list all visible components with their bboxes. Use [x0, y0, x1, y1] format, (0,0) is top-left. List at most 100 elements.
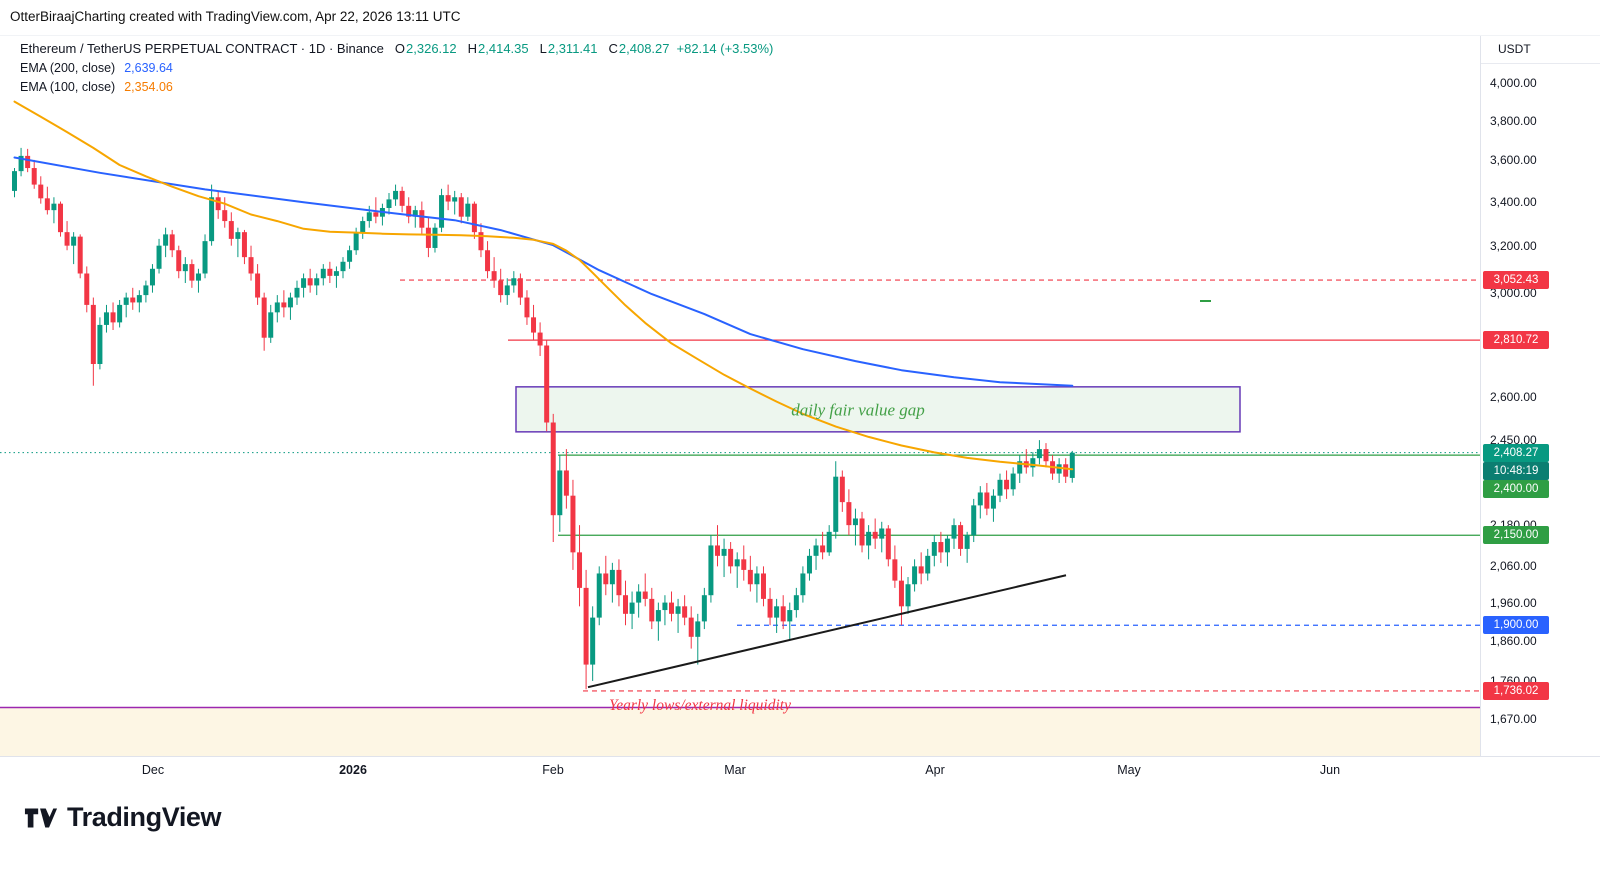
candle-body: [25, 155, 31, 169]
candle-body: [570, 495, 576, 553]
candle-body: [31, 168, 37, 185]
candle-body: [143, 285, 149, 296]
candle-body: [971, 505, 977, 536]
trendline[interactable]: [587, 574, 1067, 689]
ema200-legend-row[interactable]: EMA (200, close) 2,639.64: [20, 61, 173, 75]
candle-body: [1017, 461, 1023, 474]
candle-body: [623, 595, 629, 614]
candle-body: [997, 479, 1003, 496]
fvg-box[interactable]: [515, 386, 1241, 433]
tradingview-logo[interactable]: TradingView: [24, 802, 222, 833]
candle-body: [741, 559, 747, 570]
candle-body: [747, 569, 753, 585]
candle-body: [406, 205, 412, 217]
high-label: H: [467, 41, 478, 56]
candle-body: [984, 492, 990, 509]
candle-body: [550, 422, 556, 516]
candle-body: [419, 210, 425, 228]
ohlc-close: C 2,408.27: [609, 41, 670, 56]
time-axis[interactable]: Dec 2026 Feb Mar Apr May Jun: [0, 756, 1600, 783]
candle-body: [774, 606, 780, 618]
candle-body: [1030, 458, 1036, 468]
candle-body: [399, 190, 405, 206]
price-axis[interactable]: USDT 4,000.00 3,800.00 3,600.00 3,400.00 3,2…: [1480, 35, 1600, 756]
candle-body: [820, 545, 826, 553]
candle-body: [202, 241, 208, 274]
candle-body: [590, 617, 596, 665]
symbol-title[interactable]: Ethereum / TetherUS PERPETUAL CONTRACT ·…: [20, 41, 384, 56]
candle-body: [872, 531, 878, 539]
candle-body: [478, 232, 484, 251]
currency-toggle[interactable]: USDT: [1481, 35, 1600, 64]
candle-body: [517, 278, 523, 298]
price-tick: 3,200.00: [1490, 238, 1537, 253]
candle-body: [307, 278, 313, 286]
candle-body: [248, 257, 254, 274]
open-value: 2,326.12: [406, 41, 457, 56]
symbol-legend-row: Ethereum / TetherUS PERPETUAL CONTRACT ·…: [20, 41, 773, 56]
price-badge: 2,400.00: [1483, 480, 1549, 498]
price-badge: 3,052.43: [1483, 271, 1549, 289]
price-badge: 1,736.02: [1483, 682, 1549, 700]
candle-body: [163, 234, 169, 246]
candle-body: [169, 234, 175, 251]
candle-body: [616, 569, 622, 596]
candle-body: [136, 295, 142, 303]
candle-body: [511, 278, 517, 286]
candle-body: [557, 470, 563, 516]
low-label: L: [539, 41, 547, 56]
candle-body: [708, 545, 714, 596]
price-badge: 10:48:19: [1483, 462, 1549, 480]
candle-body: [333, 271, 339, 276]
candle-body: [951, 525, 957, 539]
candle-body: [268, 312, 274, 338]
candle-body: [44, 198, 50, 211]
candle-body: [261, 297, 267, 338]
candle-body: [12, 171, 17, 191]
candle-body: [833, 476, 839, 532]
attribution-bar: OtterBiraajCharting created with Trading…: [0, 0, 1600, 36]
candle-body: [471, 203, 477, 233]
candle-body: [813, 545, 819, 556]
candle-body: [228, 221, 234, 239]
candle-body: [1063, 464, 1069, 477]
price-tick: 2,060.00: [1490, 559, 1537, 574]
candle-body: [301, 278, 307, 288]
tradingview-logo-text: TradingView: [67, 802, 222, 832]
time-tick-jun: Jun: [1319, 763, 1341, 777]
candle-body: [360, 221, 366, 233]
candle-body: [386, 199, 392, 208]
candle-body: [432, 227, 438, 248]
candle-body: [97, 324, 103, 365]
candle-body: [222, 210, 228, 222]
price-tick: 3,600.00: [1490, 152, 1537, 167]
candle-body: [485, 250, 491, 272]
price-badge: 2,408.27: [1483, 444, 1549, 462]
candle-body: [149, 268, 155, 286]
candle-body: [281, 302, 287, 308]
price-tick: 2,450.00: [1490, 433, 1537, 448]
low-value: 2,311.41: [547, 41, 598, 56]
price-badge: 1,900.00: [1483, 616, 1549, 634]
candle-body: [649, 598, 655, 622]
candle-body: [925, 555, 931, 574]
candle-body: [905, 584, 911, 607]
candle-body: [117, 304, 123, 323]
fvg-label: daily fair value gap: [791, 400, 925, 419]
price-badge: 2,810.72: [1483, 331, 1549, 349]
candle-body: [846, 502, 852, 526]
candle-body: [793, 595, 799, 611]
candle-body: [577, 552, 583, 588]
price-badge: 2,150.00: [1483, 526, 1549, 544]
candle-body: [176, 250, 182, 272]
ema100-value: 2,354.06: [124, 80, 173, 94]
candle-body: [760, 573, 766, 599]
candle-body: [130, 297, 136, 303]
candle-body: [90, 304, 96, 365]
ema100-legend-row[interactable]: EMA (100, close) 2,354.06: [20, 80, 173, 94]
price-tick: 1,960.00: [1490, 595, 1537, 610]
chart-canvas[interactable]: daily fair value gap Yearly lows/external…: [0, 0, 1480, 756]
time-tick-2026: 2026: [339, 763, 367, 777]
change-value: +82.14 (+3.53%): [676, 41, 774, 56]
candle-body: [767, 598, 773, 618]
